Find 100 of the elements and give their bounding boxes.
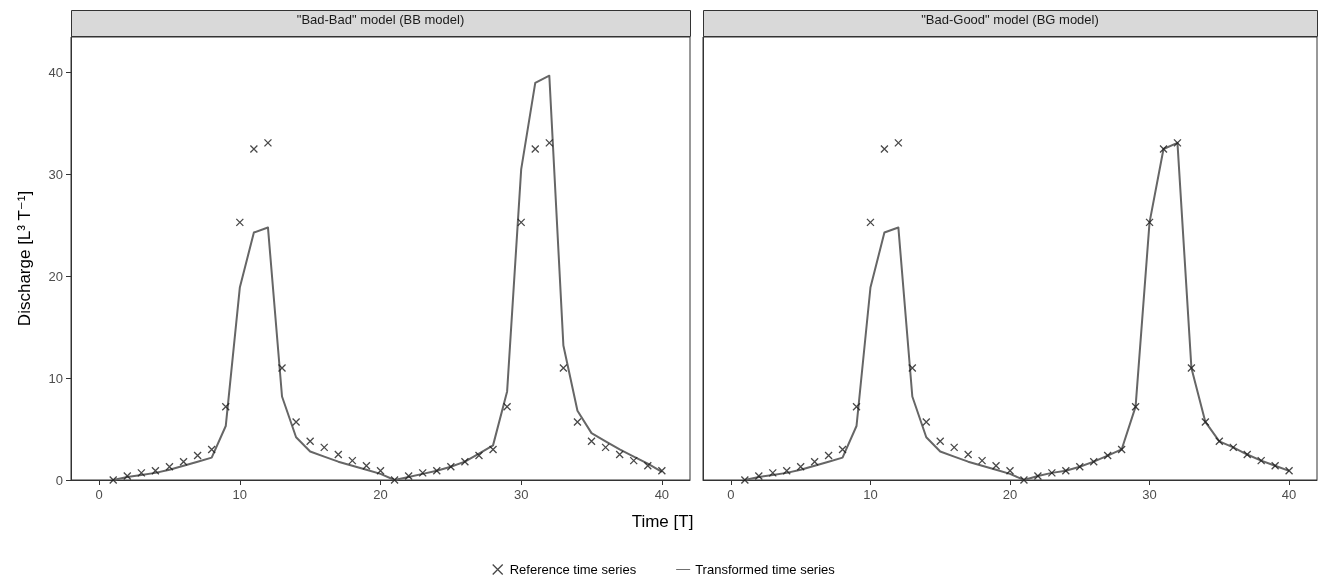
point <box>1117 445 1126 454</box>
x-tick-label: 0 <box>95 487 103 502</box>
point <box>782 466 791 475</box>
point <box>1089 457 1098 466</box>
point <box>768 468 777 478</box>
y-tick-label: 30 <box>48 166 63 182</box>
point <box>977 456 987 465</box>
point <box>991 461 1001 470</box>
point <box>1061 466 1070 475</box>
point <box>824 451 833 460</box>
point <box>404 471 413 481</box>
point <box>894 138 903 148</box>
point <box>1243 450 1252 459</box>
point <box>320 443 329 452</box>
x-tick-label: 40 <box>654 487 670 502</box>
legend-label: Reference time series <box>509 562 637 577</box>
x-tick-label: 20 <box>373 487 388 502</box>
x-axis-title: Time [T] <box>631 512 694 531</box>
x-tick-label: 0 <box>727 487 735 502</box>
point <box>517 218 526 227</box>
point <box>249 144 259 154</box>
point <box>446 462 455 471</box>
point <box>1173 138 1182 148</box>
point <box>306 437 315 446</box>
point <box>1187 363 1196 373</box>
point <box>151 466 160 475</box>
point <box>1145 218 1154 227</box>
chart-title: "Bad-Bad" model (BB model) <box>296 12 465 27</box>
point <box>545 138 554 148</box>
y-tick-label: 0 <box>55 472 63 488</box>
point <box>221 402 230 411</box>
point <box>963 450 973 459</box>
point <box>601 443 610 452</box>
point <box>137 468 146 478</box>
point <box>1005 466 1015 475</box>
point <box>1229 443 1238 452</box>
point <box>277 363 287 373</box>
point <box>740 475 750 485</box>
point <box>488 445 498 454</box>
x-tick-label: 20 <box>1002 487 1018 502</box>
point <box>838 445 847 454</box>
y-tick-label: 10 <box>48 370 63 386</box>
point <box>908 363 917 373</box>
point <box>123 471 132 481</box>
point <box>1201 417 1210 427</box>
point <box>615 450 624 459</box>
point <box>1131 402 1140 411</box>
point <box>376 466 385 475</box>
point <box>348 456 357 465</box>
point <box>179 457 188 466</box>
point <box>796 462 805 471</box>
point <box>866 218 875 227</box>
point <box>460 457 470 466</box>
point <box>810 457 819 466</box>
point <box>1257 456 1266 465</box>
line-series <box>112 74 663 481</box>
point <box>936 437 945 446</box>
point <box>950 443 959 452</box>
point <box>474 451 484 460</box>
point <box>531 144 540 154</box>
point <box>165 462 174 471</box>
point <box>1047 468 1057 478</box>
point <box>559 363 568 373</box>
x-tick-label: 10 <box>863 487 878 502</box>
y-tick-label: 20 <box>48 268 63 284</box>
chart-title: "Bad-Good" model (BG model) <box>921 12 1099 27</box>
point <box>390 475 399 485</box>
point <box>573 417 582 427</box>
point <box>1284 466 1294 475</box>
point <box>207 445 216 454</box>
point <box>643 461 652 470</box>
x-tick-label: 30 <box>1142 487 1157 502</box>
point <box>418 468 427 478</box>
y-tick-label: 40 <box>48 65 63 81</box>
x-tick-label: 30 <box>513 487 529 502</box>
point <box>1103 451 1112 460</box>
point <box>754 471 763 481</box>
point <box>1215 437 1224 446</box>
point <box>193 451 202 460</box>
point <box>334 450 343 459</box>
point <box>432 466 441 475</box>
point <box>1033 471 1043 481</box>
point <box>922 417 931 427</box>
x-tick-label: 40 <box>1281 487 1297 502</box>
point <box>235 218 244 227</box>
point <box>1075 462 1084 471</box>
point <box>1019 475 1029 485</box>
point <box>1270 461 1280 470</box>
point <box>291 417 301 427</box>
point <box>1159 144 1168 154</box>
point <box>109 475 118 485</box>
legend-label: Transformed time series <box>695 562 836 577</box>
point <box>587 437 596 446</box>
point <box>502 402 512 411</box>
point <box>263 138 273 148</box>
point <box>852 402 861 411</box>
point <box>629 456 638 465</box>
y-axis-title: Discharge [L³ T⁻¹] <box>15 190 34 327</box>
x-tick-label: 10 <box>232 487 248 502</box>
point <box>880 144 889 154</box>
